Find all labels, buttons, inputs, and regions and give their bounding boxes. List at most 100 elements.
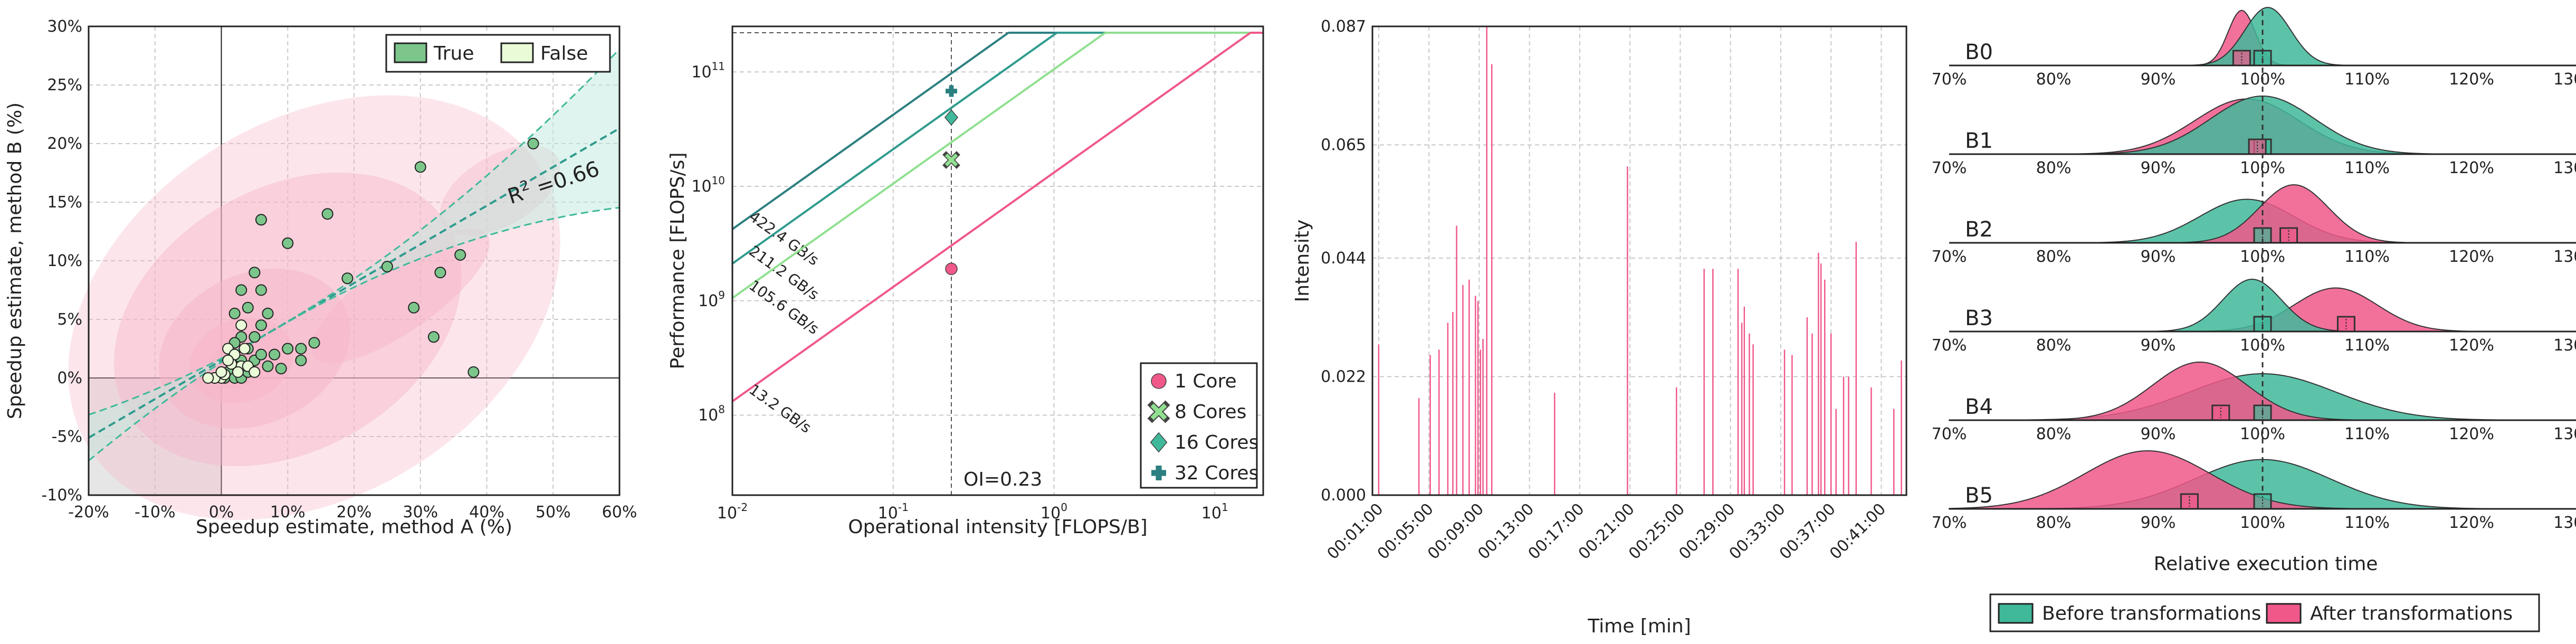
scatter-point-false (235, 319, 247, 332)
scatter-point-true (262, 307, 274, 319)
x-tick-label: 70% (1932, 336, 1967, 355)
y-tick-label: 1010 (691, 174, 725, 196)
ridge-row-label: B3 (1965, 306, 1993, 330)
legend-label: 32 Cores (1175, 462, 1258, 484)
scatter-point-true (269, 348, 281, 361)
scatter-point-false (232, 366, 244, 378)
roofline-xlabel: Operational intensity [FLOPS/B] (848, 516, 1147, 538)
x-tick-label: 100% (2240, 514, 2285, 532)
x-tick-label: 120% (2449, 425, 2494, 443)
legend-true-swatch (394, 42, 427, 63)
roofline-slope (731, 32, 1009, 230)
y-tick-label: -5% (52, 428, 82, 446)
roofline-frame (731, 25, 1264, 496)
legend-false-swatch (500, 42, 534, 63)
x-tick-label: 80% (2036, 159, 2072, 177)
ridge-row-label: B4 (1965, 395, 1993, 419)
scatter-point-true (262, 360, 274, 372)
x-tick-label: 120% (2449, 70, 2494, 89)
scatter-point-true (454, 249, 466, 261)
lower-bound-line (88, 206, 620, 461)
x-tick-label: 120% (2449, 336, 2494, 355)
x-tick-label: 70% (1932, 70, 1967, 89)
y-tick-label: 0.022 (1321, 367, 1366, 386)
x-tick-label: 130% (2553, 514, 2576, 532)
x-tick-label: 10% (270, 503, 306, 522)
legend-marker (1151, 373, 1167, 389)
y-tick-label: 5% (57, 310, 82, 329)
x-tick-label: 90% (2141, 70, 2176, 89)
ridgeline-legend: Before transformations After transformat… (1989, 593, 2540, 632)
x-tick-label: 90% (2141, 336, 2176, 355)
scatter-point-false (238, 343, 251, 355)
scatter-point-true (255, 214, 267, 226)
x-tick-label: 110% (2344, 425, 2390, 443)
scatter-point-true (235, 284, 247, 296)
y-tick-label: 109 (698, 289, 725, 310)
intensity-panel: 0.0000.0220.0440.0650.08700:01:0000:05:0… (1292, 17, 1907, 637)
scatter-point-true (434, 267, 446, 279)
legend-after-swatch (2266, 603, 2302, 624)
scatter-point-true (468, 366, 480, 378)
scatter-point-false (215, 366, 227, 378)
x-tick-label: 80% (2036, 336, 2072, 355)
x-tick-label: 80% (2036, 70, 2072, 89)
scatter-point-true (295, 343, 307, 355)
scatter-point-true (321, 208, 333, 220)
scatter-point-true (282, 237, 294, 249)
density-contour (311, 228, 490, 364)
scatter-point-true (255, 284, 267, 296)
roofline-label: 13.2 GB/s (746, 381, 814, 437)
x-tick-label: 130% (2553, 425, 2576, 443)
roofline-point (945, 262, 958, 276)
ridge-row-b5: B5 70% 80% 90% 100% 110% 120% 130% (1932, 450, 2576, 532)
ridgeline-xlabel: Relative execution time (2154, 553, 2378, 575)
legend-after-label: After transformations (2310, 603, 2513, 624)
legend-before-label: Before transformations (2042, 603, 2261, 624)
y-tick-label: 0.065 (1321, 136, 1366, 155)
roofline-point (944, 153, 958, 167)
scatter-point-true (228, 307, 241, 319)
x-tick-label: 110% (2344, 336, 2390, 355)
x-tick-label: -20% (68, 503, 109, 522)
x-tick-label: 110% (2344, 248, 2390, 266)
roofline-legend: 1 Core 8 Cores 16 Cores 32 Cores (1140, 362, 1258, 489)
y-tick-label: 0.044 (1321, 249, 1366, 268)
x-tick-label: 70% (1932, 159, 1967, 177)
x-tick-label: 90% (2141, 159, 2176, 177)
ridge-row-label: B2 (1965, 217, 1993, 242)
oi-label: OI=0.23 (963, 469, 1042, 490)
scatter-point-true (381, 261, 393, 273)
scatter-point-true (527, 138, 539, 149)
scatter-point-true (255, 319, 267, 332)
ridgeline-panel: B070%80%90%100%110%120%130%B170%80%90%10… (1932, 6, 2576, 632)
scatter-point-true (295, 354, 307, 366)
legend-marker (1151, 466, 1166, 480)
y-tick-label: 0% (57, 369, 82, 387)
scatter-xlabel: Speedup estimate, method A (%) (196, 516, 512, 538)
roofline-point (945, 85, 957, 97)
x-tick-label: 130% (2553, 70, 2576, 89)
scatter-point-false (222, 354, 234, 366)
scatter-point-true (249, 267, 261, 279)
x-tick-label: 90% (2141, 514, 2176, 532)
x-tick-label: 50% (536, 503, 571, 522)
y-tick-label: -10% (41, 486, 82, 505)
legend-marker (1150, 432, 1168, 453)
x-tick-label: 10-2 (717, 501, 748, 523)
x-tick-label: 120% (2449, 248, 2494, 266)
y-tick-label: 108 (698, 403, 725, 424)
ridge-row-label: B1 (1965, 129, 1993, 153)
x-tick-label: 20% (337, 503, 372, 522)
intensity-xlabel: Time [min] (1587, 615, 1691, 637)
scatter-point-true (341, 272, 354, 285)
x-tick-label: 90% (2141, 248, 2176, 266)
legend-label: 1 Core (1175, 371, 1237, 392)
x-tick-label: 10-1 (878, 501, 909, 523)
ridge-row-label: B5 (1965, 484, 1993, 508)
y-tick-label: 15% (47, 193, 82, 212)
